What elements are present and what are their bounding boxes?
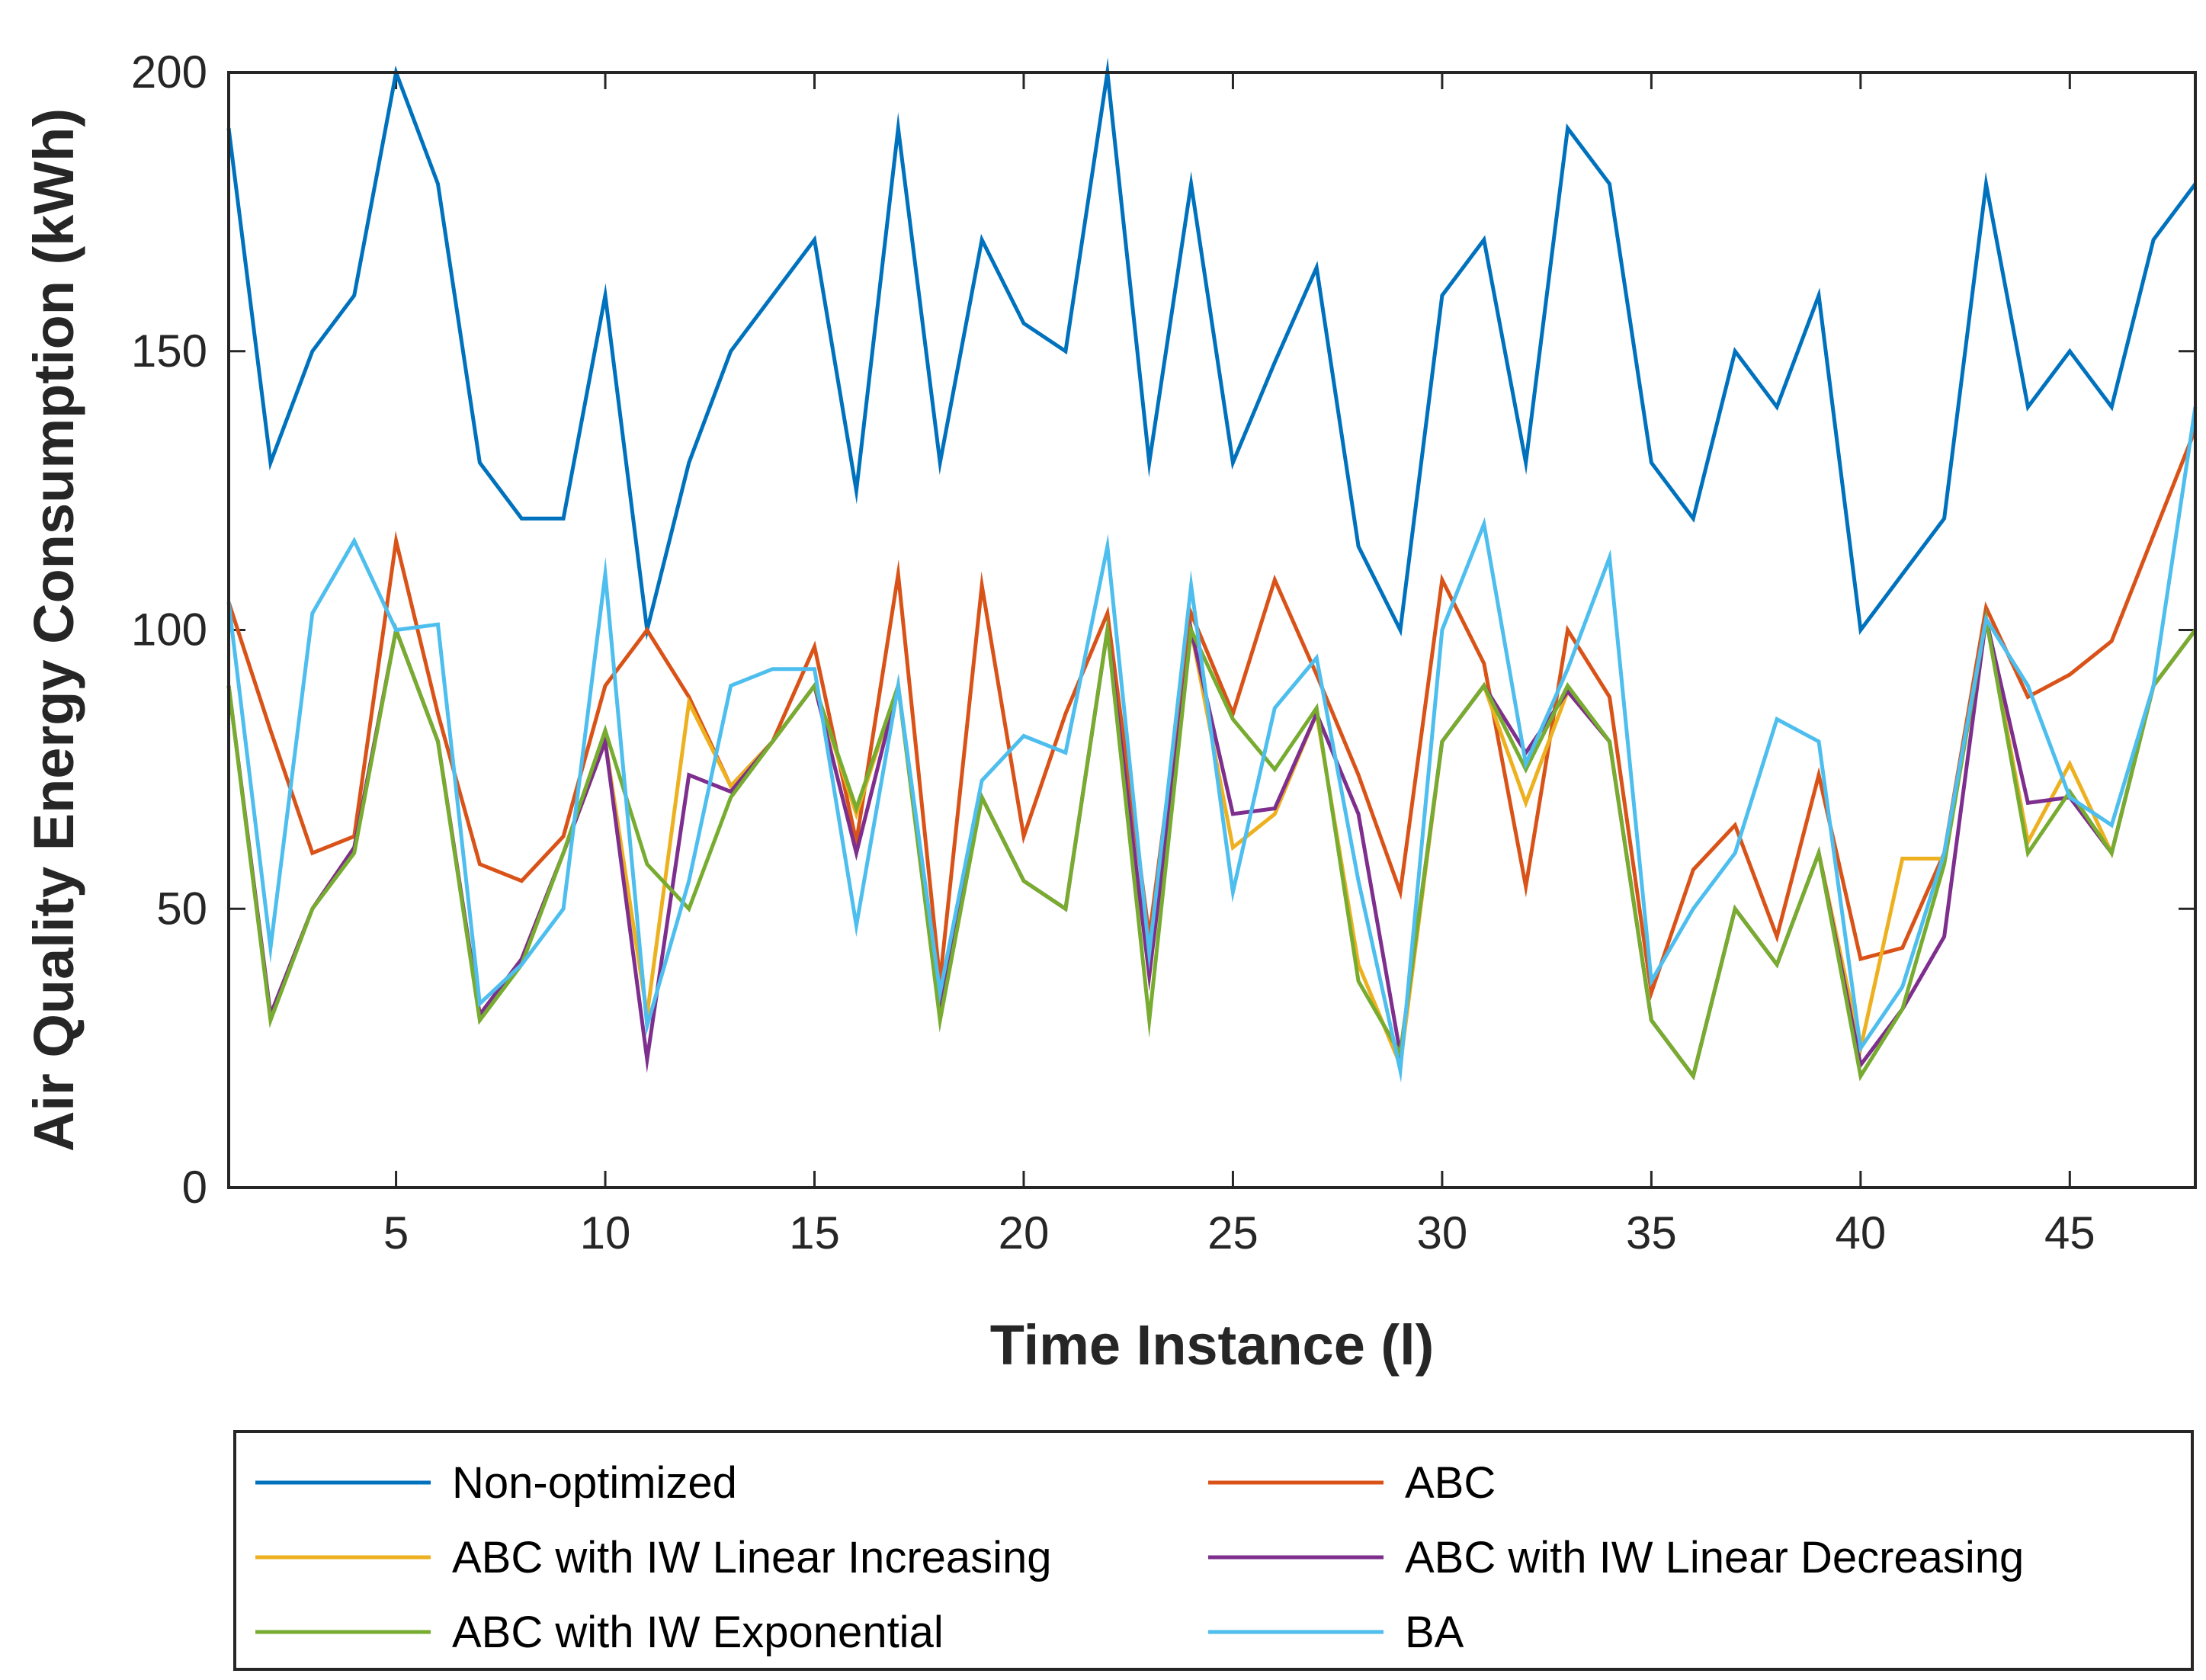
legend-entry-abc-with-iw-exponential: ABC with IW Exponential (255, 1608, 944, 1657)
y-tick-label: 150 (131, 325, 207, 377)
legend-label: ABC (1405, 1458, 1496, 1508)
x-tick-label: 45 (2044, 1207, 2095, 1258)
x-axis-title: Time Instance (l) (990, 1313, 1435, 1377)
y-tick-label: 200 (131, 46, 207, 98)
axis-ticks (229, 71, 2195, 1189)
legend-entry-abc-with-iw-linear-increasing: ABC with IW Linear Increasing (255, 1533, 1052, 1582)
legend-entry-non-optimized: Non-optimized (255, 1458, 737, 1508)
legend-entry-abc-with-iw-linear-decreasing: ABC with IW Linear Decreasing (1208, 1533, 2024, 1582)
series-line-ba (226, 406, 2198, 1083)
legend-label: ABC with IW Linear Increasing (452, 1533, 1052, 1582)
legend-label: ABC with IW Linear Decreasing (1405, 1533, 2024, 1582)
x-tick-labels: 5 10 15 20 25 30 35 40 45 (383, 1207, 2095, 1258)
x-tick-label: 20 (999, 1207, 1050, 1258)
plot-area-frame (227, 71, 2197, 1189)
legend-label: BA (1405, 1608, 1464, 1657)
x-tick-label: 10 (580, 1207, 631, 1258)
x-tick-label: 5 (383, 1207, 409, 1258)
x-tick-label: 40 (1835, 1207, 1886, 1258)
legend-entry-ba: BA (1208, 1608, 1464, 1657)
x-tick-label: 25 (1207, 1207, 1259, 1258)
series-line-non-optimized (226, 57, 2198, 641)
y-axis-title: Air Quality Energy Consumption (kWh) (22, 108, 85, 1152)
x-tick-label: 30 (1417, 1207, 1468, 1258)
series-line-abc (226, 428, 2198, 1001)
x-tick-label: 35 (1626, 1207, 1677, 1258)
x-tick-label: 15 (789, 1207, 840, 1258)
legend-entry-abc: ABC (1208, 1458, 1496, 1508)
legend-label: ABC with IW Exponential (452, 1608, 944, 1657)
series-lines (226, 57, 2198, 1083)
y-tick-label: 50 (156, 883, 207, 934)
y-tick-label: 0 (182, 1162, 207, 1213)
legend: Non-optimized ABC ABC with IW Linear Incre… (233, 1430, 2194, 1671)
y-tick-labels: 0 50 100 150 200 (131, 46, 207, 1213)
legend-box (233, 1430, 2194, 1671)
series-line-abc-with-iw-exponential (226, 608, 2197, 1082)
y-tick-label: 100 (131, 604, 207, 656)
legend-label: Non-optimized (452, 1458, 737, 1508)
